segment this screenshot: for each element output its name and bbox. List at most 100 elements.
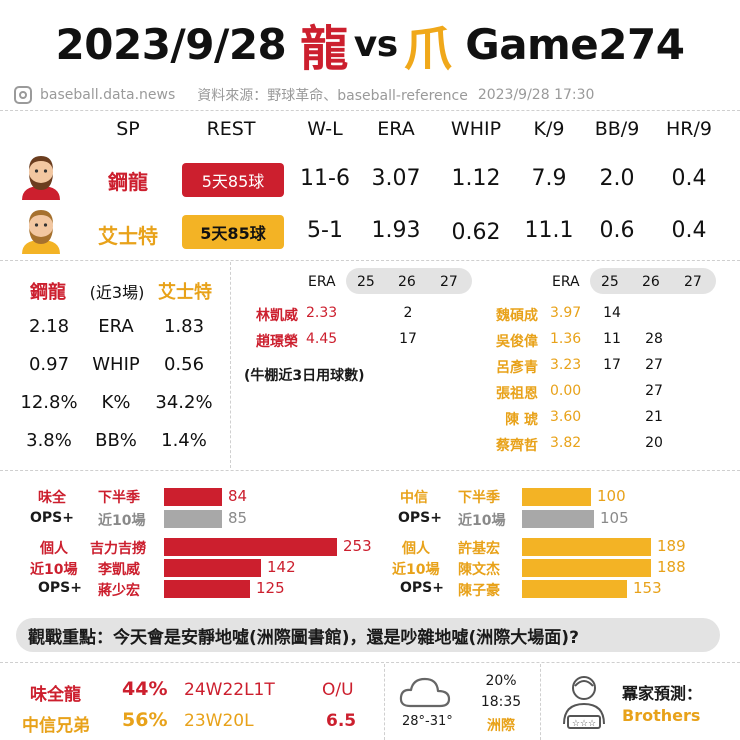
day-27: 27	[684, 274, 702, 290]
footer-team1-pct: 44%	[122, 678, 168, 700]
offense-bar	[522, 559, 651, 577]
game-date: 2023/9/28	[55, 19, 287, 69]
offense-bar-value: 85	[228, 509, 248, 527]
data-source: 資料來源：野球革命、baseball-reference	[197, 88, 468, 104]
footer-team2-pct: 56%	[122, 709, 168, 731]
recent-right-val: 0.56	[163, 354, 205, 375]
game-datetime: 2023/9/28 17:30	[477, 87, 595, 103]
bullpen-pitcher-era: 3.60	[550, 409, 582, 425]
sp1-hr9: 0.4	[671, 166, 707, 191]
ou-label: O/U	[322, 680, 354, 700]
vs-label: vs	[353, 23, 398, 65]
game-number: Game274	[465, 19, 685, 69]
offense-right-half-label: 下半季	[458, 490, 500, 506]
predictor-avatar-icon: ☆☆☆	[563, 676, 605, 729]
player-name: 吉力吉撈	[90, 541, 146, 557]
bullpen-note: (牛棚近3日用球數)	[244, 368, 365, 384]
offense-left-team: 味全	[38, 490, 66, 506]
recent-right-val: 34.2%	[155, 392, 213, 413]
offense-bar-value: 100	[597, 487, 626, 505]
day-26: 26	[642, 274, 660, 290]
prediction-value: Brothers	[622, 706, 701, 725]
offense-right-team: 中信	[400, 490, 428, 506]
cloud-icon	[399, 677, 451, 708]
day-27: 27	[440, 274, 458, 290]
bullpen-left-era-header: ERA	[308, 274, 336, 290]
source-line: baseball.data.news 資料來源：野球革命、baseball-re…	[14, 82, 726, 108]
bullpen-pitcher-name: 蔡齊哲	[496, 438, 538, 454]
focus-banner: 觀戰重點：今天會是安靜地噓(洲際圖書館)，還是吵雜地噓(洲際大場面)?	[16, 618, 720, 652]
recent-stat-label: BB%	[95, 430, 137, 451]
bullpen-pitch-count: 17	[399, 331, 417, 347]
player-name: 陳文杰	[458, 562, 500, 578]
venue: 洲際	[487, 718, 515, 734]
offense-bar	[164, 488, 222, 506]
sp2-name: 艾士特	[98, 224, 158, 248]
offense-bar-value: 125	[256, 579, 285, 597]
offense-bar	[164, 510, 222, 528]
col-bb9: BB/9	[594, 118, 640, 140]
offense-bar	[164, 538, 337, 556]
bullpen-days-pill	[346, 268, 472, 294]
divider	[384, 664, 385, 740]
bullpen-pitch-count: 2	[403, 305, 413, 321]
offense-left-last10-label: 近10場	[98, 513, 146, 529]
offense-bar-value: 188	[657, 558, 686, 576]
sp1-bb9: 2.0	[599, 166, 635, 191]
sp2-bb9: 0.6	[599, 218, 635, 243]
player-name: 蔣少宏	[98, 583, 140, 599]
sp1-k9: 7.9	[531, 166, 567, 191]
bullpen-pitcher-era: 2.33	[306, 305, 338, 321]
bullpen-pitch-count: 21	[645, 409, 663, 425]
offense-bar	[522, 488, 591, 506]
player-label: 個人	[402, 541, 430, 557]
bullpen-pitcher-name: 林凱威	[256, 308, 298, 324]
bullpen-pitcher-name: 張祖恩	[496, 386, 538, 402]
sp2-wl: 5-1	[307, 218, 343, 243]
recent-label: (近3場)	[89, 283, 145, 302]
recent-stat-label: ERA	[98, 316, 134, 337]
sp2-era: 1.93	[371, 218, 421, 243]
bullpen-pitch-count: 27	[645, 357, 663, 373]
bullpen-pitch-count: 11	[603, 331, 621, 347]
player-label: 近10場	[392, 562, 440, 578]
sp2-k9: 11.1	[524, 218, 574, 243]
player-label: 近10場	[30, 562, 78, 578]
team1-char: 龍	[300, 21, 348, 77]
recent-right-val: 1.83	[163, 316, 205, 337]
pitcher-avatar-icon	[22, 210, 60, 254]
bullpen-pitch-count: 28	[645, 331, 663, 347]
offense-bar-value: 253	[343, 537, 372, 555]
sp1-name: 鋼龍	[108, 170, 148, 194]
bullpen-pitcher-name: 魏碩成	[496, 308, 538, 324]
instagram-icon	[14, 86, 32, 104]
recent-right-name: 艾士特	[158, 282, 212, 303]
player-name: 陳子豪	[458, 583, 500, 599]
bullpen-days-pill	[590, 268, 716, 294]
divider	[0, 110, 740, 111]
recent-right-val: 1.4%	[161, 430, 207, 451]
bullpen-pitcher-name: 呂彥青	[496, 360, 538, 376]
bullpen-pitch-count: 14	[603, 305, 621, 321]
pitcher-avatar-icon	[22, 156, 60, 200]
bullpen-pitcher-name: 吳俊偉	[496, 334, 538, 350]
divider	[230, 262, 231, 468]
player-name: 李凱威	[98, 562, 140, 578]
svg-text:☆☆☆: ☆☆☆	[572, 719, 596, 729]
site-handle: baseball.data.news	[40, 87, 176, 103]
col-wl: W-L	[307, 118, 343, 140]
offense-right-last10-label: 近10場	[458, 513, 506, 529]
offense-bar-value: 105	[600, 509, 629, 527]
recent-left-val: 12.8%	[20, 392, 78, 413]
sp2-whip: 0.62	[451, 220, 501, 245]
player-label: OPS+	[400, 580, 444, 596]
col-k9: K/9	[533, 118, 565, 140]
offense-bar	[522, 510, 594, 528]
bullpen-pitch-count: 20	[645, 435, 663, 451]
col-rest: REST	[206, 118, 256, 140]
footer-team2-record: 23W20L	[184, 711, 254, 731]
col-hr9: HR/9	[666, 118, 712, 140]
offense-bar-value: 142	[267, 558, 296, 576]
bullpen-pitcher-era: 0.00	[550, 383, 582, 399]
sp1-whip: 1.12	[451, 166, 501, 191]
